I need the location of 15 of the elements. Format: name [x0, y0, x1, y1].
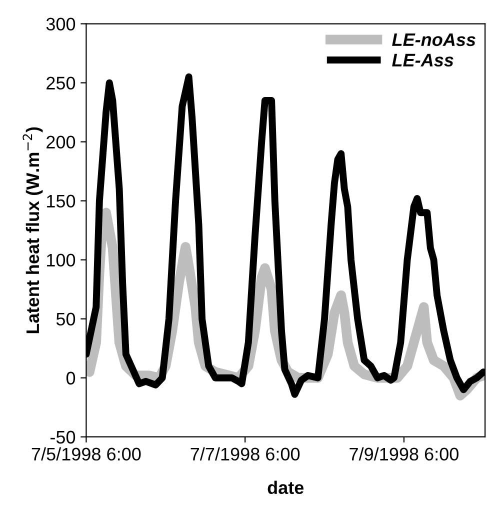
y-tick-label: 100 — [47, 254, 76, 267]
legend-label: LE-Ass — [392, 54, 454, 67]
y-tick-label: 250 — [46, 76, 76, 90]
y-tick-label: 300 — [46, 18, 76, 30]
y-tick-label: 200 — [46, 136, 76, 149]
y-tick-label: 0 — [66, 372, 76, 385]
legend-label: LE-noAss — [392, 33, 476, 46]
y-tick-label: 50 — [56, 312, 76, 326]
y-tick-label: 150 — [47, 194, 76, 208]
x-tick-label: 7/9/1998 6:00 — [350, 447, 458, 461]
y-tick-label: -50 — [50, 430, 76, 444]
x-tick-label: 7/7/1998 6:00 — [190, 447, 300, 461]
y-axis-title: Latent heat flux (W.m$^{−2}$) — [22, 127, 43, 334]
x-axis-title: date — [268, 480, 304, 494]
x-tick-label: 7/5/1998 6:00 — [32, 447, 141, 461]
